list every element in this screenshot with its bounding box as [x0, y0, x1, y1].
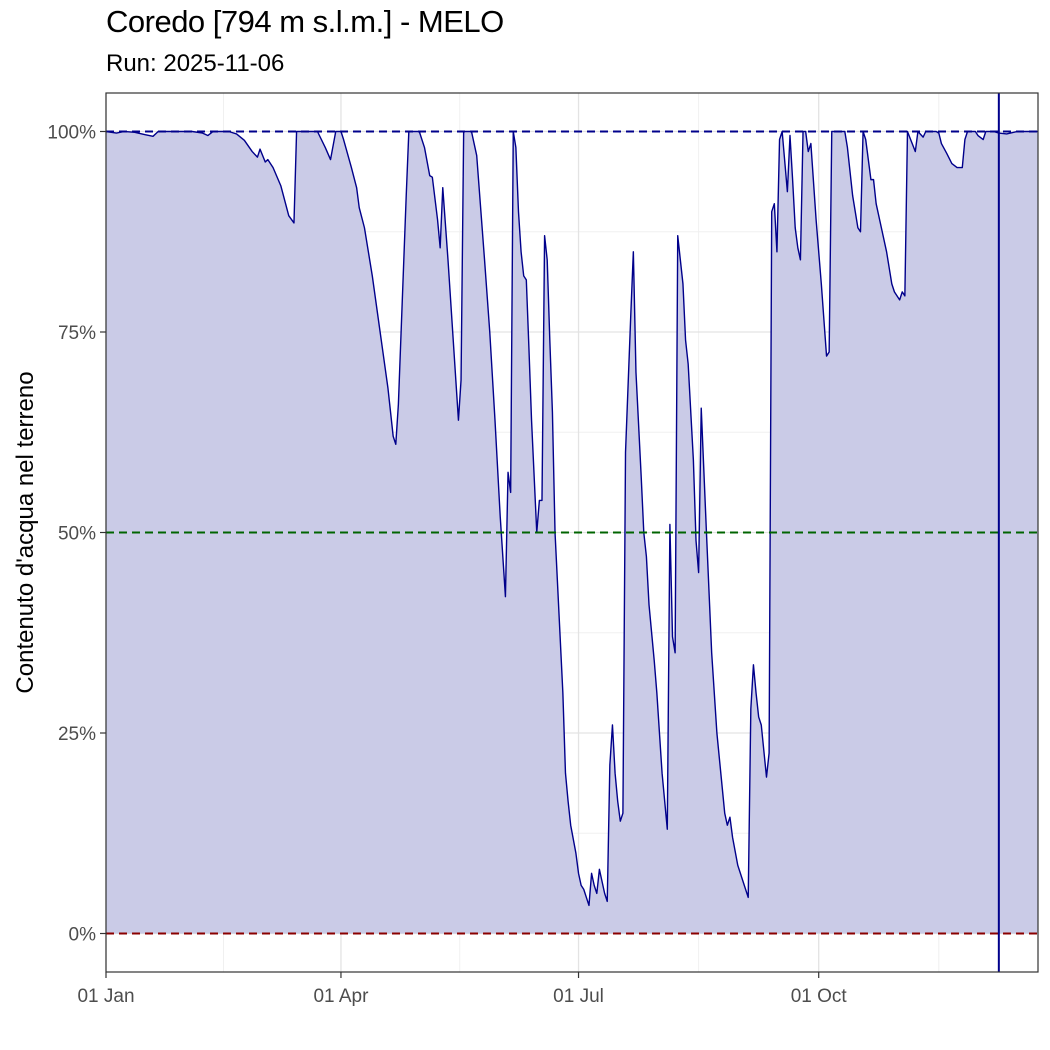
chart-title: Coredo [794 m s.l.m.] - MELO [106, 4, 504, 39]
chart-subtitle: Run: 2025-11-06 [106, 50, 285, 77]
y-tick-label: 100% [47, 122, 96, 143]
x-tick-label: 01 Jan [77, 986, 134, 1007]
x-tick-label: 01 Jul [553, 986, 604, 1007]
x-tick-label: 01 Oct [791, 986, 848, 1007]
series-line-0 [105, 130, 1038, 907]
y-tick-label: 75% [58, 323, 96, 344]
y-tick-label: 0% [69, 925, 97, 946]
y-axis-title: Contenuto d'acqua nel terreno [12, 371, 39, 693]
y-tick-label: 50% [58, 524, 96, 545]
y-tick-label: 25% [58, 724, 96, 745]
series-area-0 [106, 131, 1038, 934]
x-tick-label: 01 Apr [313, 986, 369, 1007]
